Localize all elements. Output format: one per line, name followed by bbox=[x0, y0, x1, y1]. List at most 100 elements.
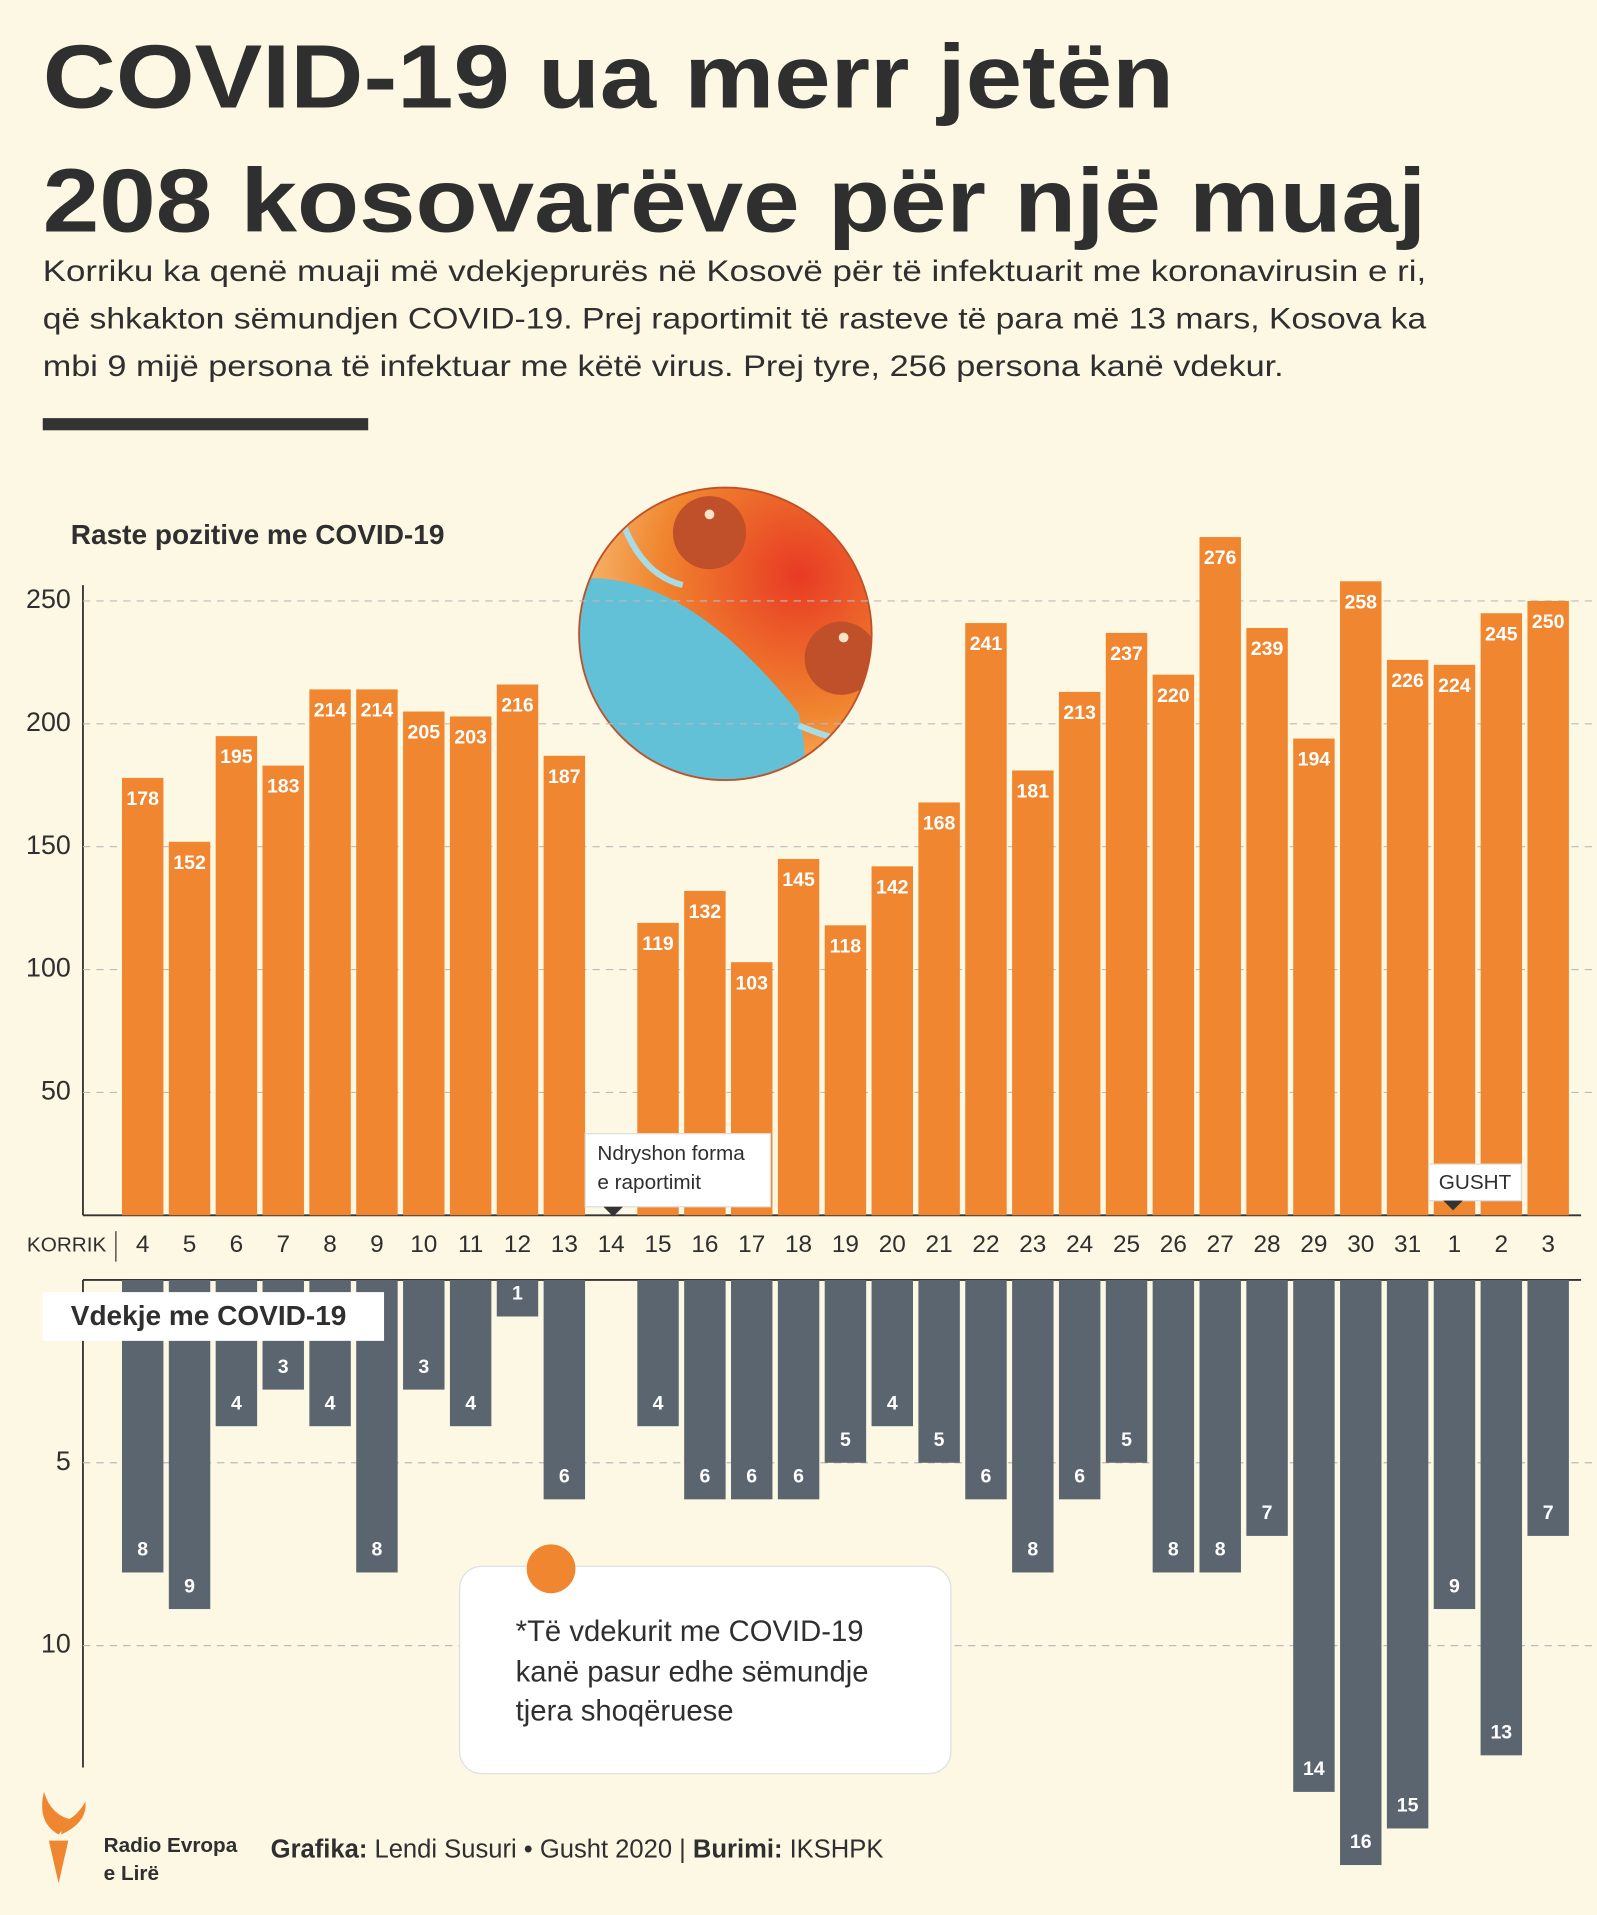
bar bbox=[1433, 664, 1476, 1216]
annotation-box bbox=[1428, 1163, 1522, 1202]
value-label: 220 bbox=[1157, 685, 1190, 707]
value-label: 15 bbox=[1397, 1795, 1419, 1817]
bar bbox=[1012, 1279, 1054, 1573]
value-label: 16 bbox=[1350, 1831, 1372, 1853]
value-label: 4 bbox=[465, 1392, 476, 1414]
x-tick-label: 10 bbox=[410, 1231, 437, 1258]
value-label: 187 bbox=[548, 766, 581, 788]
y-tick-label: 10 bbox=[41, 1629, 71, 1659]
x-tick-label: 21 bbox=[926, 1231, 953, 1258]
value-label: 213 bbox=[1063, 702, 1096, 724]
bar bbox=[824, 1279, 867, 1463]
x-tick-label: 4 bbox=[136, 1231, 150, 1258]
x-tick-label: 11 bbox=[458, 1231, 483, 1258]
y-tick-label: 5 bbox=[56, 1446, 71, 1476]
subtitle: mbi 9 mijë persona të infektuar me këtë … bbox=[43, 351, 1284, 383]
value-label: 1 bbox=[512, 1283, 523, 1305]
annotation: GUSHT bbox=[1439, 1171, 1512, 1194]
bar bbox=[1199, 1279, 1241, 1573]
value-label: 178 bbox=[126, 788, 159, 810]
bar bbox=[1246, 627, 1288, 1216]
value-label: 5 bbox=[840, 1429, 851, 1451]
y-tick-label: 200 bbox=[26, 707, 71, 737]
value-label: 5 bbox=[1121, 1429, 1132, 1451]
value-label: 168 bbox=[923, 813, 956, 835]
bar bbox=[1527, 600, 1569, 1216]
value-label: 237 bbox=[1110, 643, 1143, 665]
bar bbox=[1293, 1279, 1335, 1792]
bar bbox=[1199, 537, 1241, 1216]
chart-title: Raste pozitive me COVID-19 bbox=[71, 519, 445, 550]
bar bbox=[777, 858, 820, 1216]
value-label: 9 bbox=[1449, 1575, 1460, 1597]
bar bbox=[403, 711, 445, 1216]
x-tick-label: 22 bbox=[972, 1231, 999, 1258]
x-tick-label: 8 bbox=[323, 1231, 337, 1258]
bar bbox=[1293, 738, 1335, 1216]
value-label: 132 bbox=[689, 901, 722, 923]
value-label: 6 bbox=[793, 1466, 804, 1488]
value-label: 214 bbox=[314, 700, 347, 722]
bar bbox=[871, 1279, 914, 1427]
x-tick-label: 16 bbox=[691, 1231, 718, 1258]
value-label: 226 bbox=[1391, 670, 1424, 692]
credit-text: Lendi Susuri • Gusht 2020 | bbox=[367, 1835, 693, 1863]
value-label: 6 bbox=[1074, 1466, 1085, 1488]
x-tick-label: 3 bbox=[1541, 1231, 1555, 1258]
value-label: 239 bbox=[1251, 638, 1284, 660]
x-tick-label: 5 bbox=[183, 1231, 197, 1258]
x-tick-label: 14 bbox=[598, 1231, 625, 1258]
x-tick-label: 25 bbox=[1113, 1231, 1140, 1258]
bar bbox=[1340, 1279, 1382, 1866]
credit: Grafika: Lendi Susuri • Gusht 2020 | Bur… bbox=[271, 1835, 884, 1863]
bar bbox=[543, 1279, 586, 1500]
x-tick-label: 17 bbox=[738, 1231, 765, 1258]
value-label: 181 bbox=[1017, 781, 1050, 803]
value-label: 119 bbox=[642, 933, 674, 955]
value-label: 203 bbox=[454, 727, 487, 749]
title: 208 kosovarëve për një muaj bbox=[43, 151, 1427, 252]
value-label: 205 bbox=[408, 722, 441, 744]
value-label: 258 bbox=[1344, 591, 1377, 613]
logo-text: Radio Evropa bbox=[104, 1834, 238, 1857]
bar bbox=[449, 1279, 492, 1427]
bar bbox=[1480, 613, 1523, 1216]
divider bbox=[42, 418, 369, 431]
bar bbox=[918, 1279, 960, 1463]
value-label: 4 bbox=[653, 1392, 664, 1414]
value-label: 145 bbox=[782, 869, 815, 891]
virus-icon bbox=[579, 487, 872, 781]
x-tick-label: 18 bbox=[785, 1231, 812, 1258]
bar bbox=[215, 736, 258, 1216]
value-label: 7 bbox=[1543, 1502, 1554, 1524]
credit-label: Burimi: bbox=[693, 1835, 783, 1863]
value-label: 142 bbox=[876, 876, 909, 898]
value-label: 6 bbox=[559, 1466, 570, 1488]
bar bbox=[403, 1279, 445, 1390]
value-label: 4 bbox=[231, 1392, 242, 1414]
bar bbox=[1105, 632, 1148, 1216]
bar bbox=[496, 1279, 539, 1317]
subtitle: që shkakton sëmundjen COVID-19. Prej rap… bbox=[43, 303, 1427, 335]
annotation-pointer bbox=[1443, 1200, 1463, 1211]
bar bbox=[824, 925, 867, 1216]
value-label: 9 bbox=[184, 1575, 195, 1597]
value-label: 224 bbox=[1438, 675, 1471, 697]
annotation-box bbox=[584, 1133, 772, 1208]
bar bbox=[637, 1279, 679, 1427]
bar bbox=[168, 841, 211, 1216]
value-label: 3 bbox=[418, 1356, 429, 1378]
bar bbox=[1012, 770, 1054, 1216]
x-tick-label: 2 bbox=[1495, 1231, 1509, 1258]
x-tick-label: 20 bbox=[879, 1231, 906, 1258]
bar bbox=[1105, 1279, 1148, 1463]
x-tick-label: 24 bbox=[1066, 1231, 1093, 1258]
bar bbox=[1152, 674, 1195, 1216]
value-label: 6 bbox=[746, 1466, 757, 1488]
value-label: 183 bbox=[267, 776, 300, 798]
x-tick-label: 13 bbox=[551, 1231, 578, 1258]
x-tick-label: 12 bbox=[504, 1231, 531, 1258]
logo-text: e Lirë bbox=[104, 1862, 159, 1885]
bar bbox=[965, 623, 1007, 1216]
